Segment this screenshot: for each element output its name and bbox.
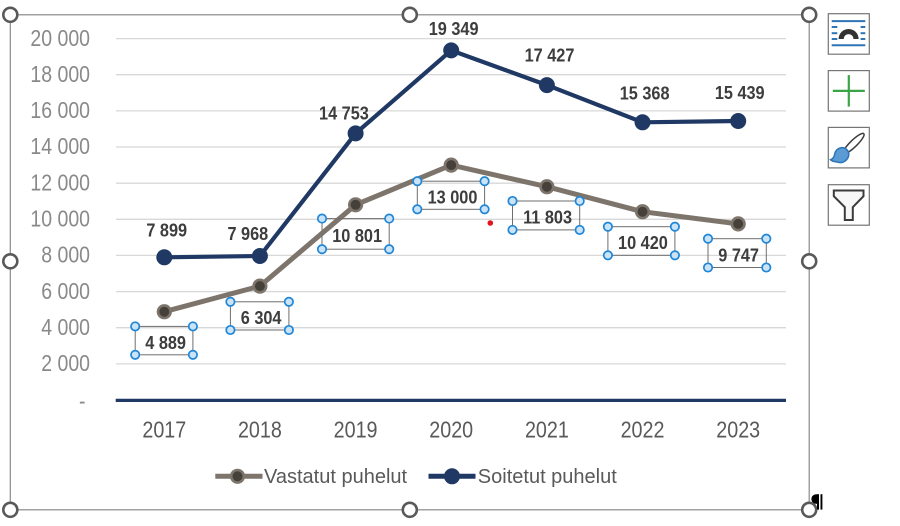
svg-text:Soitetut puhelut: Soitetut puhelut bbox=[478, 466, 617, 488]
svg-text:Vastatut puhelut: Vastatut puhelut bbox=[264, 466, 408, 488]
svg-text:15 368: 15 368 bbox=[620, 83, 670, 104]
svg-text:8 000: 8 000 bbox=[41, 242, 90, 268]
svg-text:10 420: 10 420 bbox=[618, 232, 668, 253]
svg-text:2018: 2018 bbox=[238, 417, 282, 443]
svg-text:7 899: 7 899 bbox=[146, 220, 187, 241]
svg-text:6 304: 6 304 bbox=[241, 307, 282, 328]
svg-text:2017: 2017 bbox=[142, 417, 186, 443]
svg-text:16 000: 16 000 bbox=[30, 98, 90, 124]
svg-text:4 000: 4 000 bbox=[41, 314, 90, 340]
svg-text:14 000: 14 000 bbox=[30, 134, 90, 160]
svg-text:7 968: 7 968 bbox=[227, 223, 268, 244]
svg-text:18 000: 18 000 bbox=[30, 61, 90, 87]
svg-text:14 753: 14 753 bbox=[319, 103, 369, 124]
svg-text:19 349: 19 349 bbox=[429, 18, 479, 39]
svg-text:2023: 2023 bbox=[716, 417, 760, 443]
svg-text:17 427: 17 427 bbox=[525, 45, 575, 66]
svg-text:2020: 2020 bbox=[429, 417, 473, 443]
svg-text:13 000: 13 000 bbox=[428, 186, 478, 207]
svg-text:10 801: 10 801 bbox=[332, 225, 382, 246]
svg-text:2 000: 2 000 bbox=[41, 351, 90, 377]
svg-text:4 889: 4 889 bbox=[145, 332, 186, 353]
svg-text:6 000: 6 000 bbox=[41, 278, 90, 304]
svg-text:11 803: 11 803 bbox=[523, 207, 572, 228]
svg-text:2019: 2019 bbox=[334, 417, 378, 443]
svg-text:20 000: 20 000 bbox=[30, 25, 90, 51]
svg-text:2022: 2022 bbox=[621, 417, 665, 443]
svg-text:2021: 2021 bbox=[525, 417, 569, 443]
svg-text:-: - bbox=[79, 388, 85, 414]
svg-text:9 747: 9 747 bbox=[718, 244, 759, 265]
svg-text:10 000: 10 000 bbox=[30, 206, 90, 232]
svg-text:15 439: 15 439 bbox=[715, 82, 765, 103]
svg-text:12 000: 12 000 bbox=[30, 170, 90, 196]
